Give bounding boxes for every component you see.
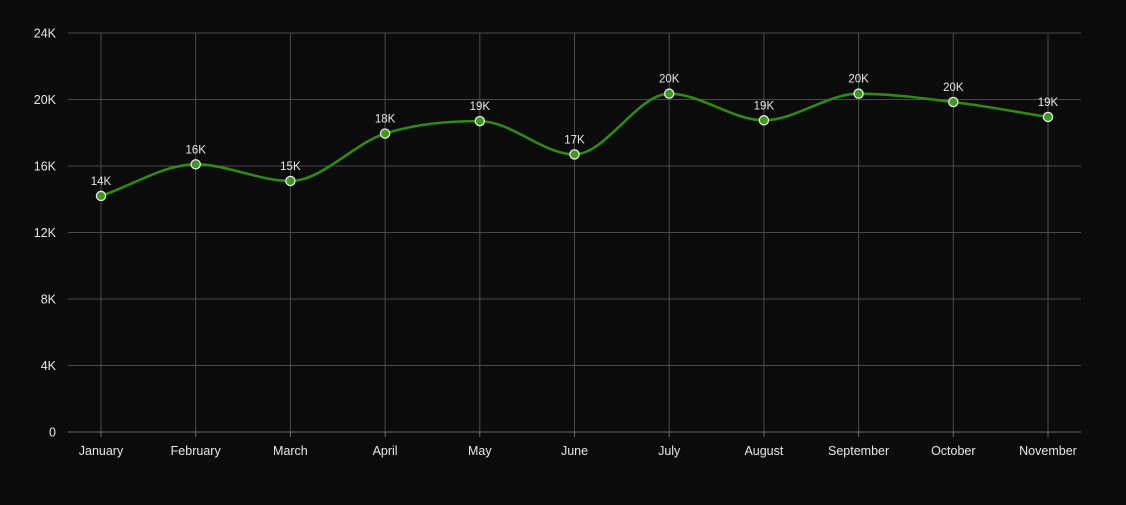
data-label: 14K bbox=[91, 176, 112, 188]
y-tick-label: 20K bbox=[34, 93, 57, 107]
x-tick-label: April bbox=[373, 444, 398, 458]
y-tick-label: 4K bbox=[41, 359, 57, 373]
x-tick-label: May bbox=[468, 444, 492, 458]
axes bbox=[68, 431, 1081, 437]
data-label: 18K bbox=[375, 114, 396, 126]
x-tick-label: July bbox=[658, 444, 681, 458]
y-tick-label: 8K bbox=[41, 293, 57, 307]
y-tick-label: 12K bbox=[34, 226, 57, 240]
data-label: 20K bbox=[659, 74, 680, 86]
data-point bbox=[474, 115, 486, 127]
y-tick-label: 16K bbox=[34, 160, 57, 174]
data-points bbox=[95, 88, 1054, 202]
data-label: 15K bbox=[280, 161, 301, 173]
x-axis-ticks: January February March April May June July Augu… bbox=[79, 444, 1077, 458]
data-point bbox=[379, 128, 391, 139]
data-point bbox=[1042, 111, 1054, 123]
data-point bbox=[190, 159, 201, 170]
y-axis-ticks: 0 4K 8K 12K 16K 20K 24K bbox=[34, 27, 57, 440]
data-label: 19K bbox=[754, 100, 775, 112]
data-point bbox=[569, 149, 580, 160]
x-tick-label: September bbox=[828, 444, 889, 458]
x-tick-label: November bbox=[1019, 444, 1077, 458]
vertical-gridlines bbox=[100, 33, 1049, 432]
x-tick-label: October bbox=[931, 444, 975, 458]
data-label: 17K bbox=[564, 134, 585, 146]
data-label: 19K bbox=[1038, 97, 1059, 109]
x-tick-label: June bbox=[561, 444, 588, 458]
y-tick-label: 0 bbox=[49, 426, 56, 440]
data-point bbox=[758, 115, 770, 126]
data-label: 20K bbox=[848, 74, 869, 86]
data-labels: 14K 16K 15K 18K 19K 17K 20K 19K 20K 20K 19K bbox=[91, 74, 1059, 188]
data-point bbox=[663, 88, 675, 99]
data-label: 19K bbox=[470, 101, 491, 113]
data-label: 20K bbox=[943, 82, 964, 94]
y-tick-label: 24K bbox=[34, 27, 57, 41]
x-tick-label: January bbox=[79, 444, 124, 458]
x-tick-label: August bbox=[744, 444, 783, 458]
x-tick-label: March bbox=[273, 444, 308, 458]
data-point bbox=[285, 175, 296, 187]
data-label: 16K bbox=[185, 144, 206, 156]
data-point bbox=[948, 96, 959, 108]
data-point bbox=[853, 88, 864, 99]
x-tick-label: February bbox=[171, 444, 222, 458]
data-point bbox=[95, 190, 107, 202]
